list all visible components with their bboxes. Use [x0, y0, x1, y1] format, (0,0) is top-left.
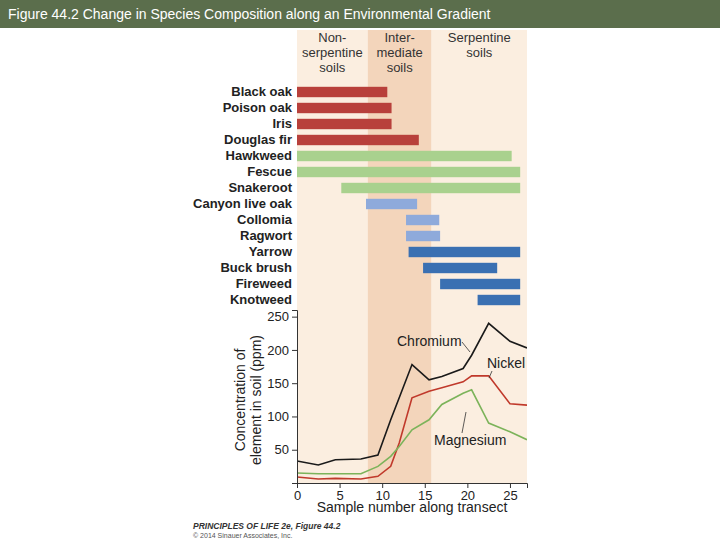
category-label: Snakeroot [228, 180, 292, 195]
credit: PRINCIPLES OF LIFE 2e, Figure 44.2 [193, 521, 341, 531]
category-tick: Black oak [231, 84, 292, 99]
category-label: Ragwort [240, 228, 293, 243]
zone-label: soils [319, 60, 346, 75]
category-label: Douglas fir [224, 132, 292, 147]
zone-label: Non- [318, 30, 346, 45]
category-tick: Buck brush [220, 260, 292, 275]
series-label: Nickel [487, 355, 525, 371]
category-tick: Ragwort [240, 228, 293, 243]
y-tick-label: 200 [267, 343, 289, 358]
series-label: Magnesium [434, 432, 506, 448]
range-bar [297, 135, 419, 145]
y-tick: 150 [267, 376, 297, 391]
x-tick: 0 [294, 483, 301, 503]
header-bar [0, 0, 720, 28]
range-bar [297, 103, 392, 113]
range-bar [297, 119, 392, 129]
category-tick: Fescue [247, 164, 292, 179]
category-label: Hawkweed [226, 148, 293, 163]
category-label: Fescue [247, 164, 292, 179]
y-tick: 100 [267, 409, 297, 424]
range-bar [297, 151, 512, 161]
leader-line [462, 342, 470, 352]
range-bar [341, 183, 520, 193]
range-bar [478, 295, 521, 305]
x-tick-label: 0 [294, 488, 301, 503]
series-line [297, 376, 527, 479]
category-label: Black oak [231, 84, 292, 99]
copyright: © 2014 Sinauer Associates, Inc. [193, 532, 292, 539]
y-tick: 50 [275, 442, 297, 457]
y-tick-mark [292, 350, 297, 351]
category-axis: Black oakPoison oakIrisDouglas firHawkwe… [193, 84, 293, 307]
category-tick: Canyon live oak [193, 196, 293, 211]
zone-label: Serpentine [448, 30, 511, 45]
category-label: Iris [272, 116, 292, 131]
y-tick-mark [292, 317, 297, 318]
y-tick-label: 250 [267, 309, 289, 324]
range-bar [297, 167, 520, 177]
category-tick: Hawkweed [226, 148, 293, 163]
zone-label: mediate [377, 45, 423, 60]
range-bar [406, 215, 439, 225]
category-label: Buck brush [220, 260, 292, 275]
zone-label: soils [466, 45, 493, 60]
category-label: Knotweed [230, 292, 292, 307]
category-tick: Iris [272, 116, 292, 131]
category-tick: Knotweed [230, 292, 292, 307]
range-bar [297, 87, 387, 97]
range-bar [406, 231, 440, 241]
y-tick-label: 50 [275, 442, 289, 457]
category-label: Fireweed [236, 276, 292, 291]
range-bar [409, 247, 521, 257]
zones [297, 30, 527, 483]
category-label: Poison oak [223, 100, 293, 115]
zone-label: serpentine [302, 45, 363, 60]
leader-line [462, 412, 466, 433]
category-label: Canyon live oak [193, 196, 293, 211]
series-line [297, 390, 527, 474]
leader-line [489, 371, 492, 378]
y-tick-label: 150 [267, 376, 289, 391]
zone [297, 30, 368, 483]
y-tick-label: 100 [267, 409, 289, 424]
y-axis-title: Concentration of [232, 349, 248, 452]
category-label: Yarrow [249, 244, 293, 259]
y-tick: 250 [267, 309, 297, 324]
y-axis-title: element in soil (ppm) [248, 335, 264, 465]
category-label: Collomia [237, 212, 293, 227]
lines [297, 323, 527, 479]
category-tick: Snakeroot [228, 180, 292, 195]
category-tick: Collomia [237, 212, 293, 227]
figure: Figure 44.2 Change in Species Compositio… [0, 0, 720, 540]
y-tick-mark [292, 383, 297, 384]
x-axis-title: Sample number along transect [317, 499, 508, 515]
series-label: Chromium [397, 333, 462, 349]
zone-label: soils [387, 60, 414, 75]
bars [297, 87, 520, 305]
x-axis-line [298, 484, 528, 489]
category-tick: Poison oak [223, 100, 293, 115]
y-tick-mark [292, 450, 297, 451]
y-axis: 50 100 150 200 250 [267, 309, 297, 483]
title: Figure 44.2 Change in Species Compositio… [8, 6, 491, 22]
range-bar [366, 199, 417, 209]
category-tick: Yarrow [249, 244, 293, 259]
y-tick-mark [292, 416, 297, 417]
range-bar [423, 263, 497, 273]
category-tick: Douglas fir [224, 132, 292, 147]
range-bar [440, 279, 520, 289]
zone-label: Inter- [384, 30, 414, 45]
category-tick: Fireweed [236, 276, 292, 291]
series-line [297, 323, 527, 465]
y-axis-line [292, 311, 298, 484]
y-tick: 200 [267, 343, 297, 358]
